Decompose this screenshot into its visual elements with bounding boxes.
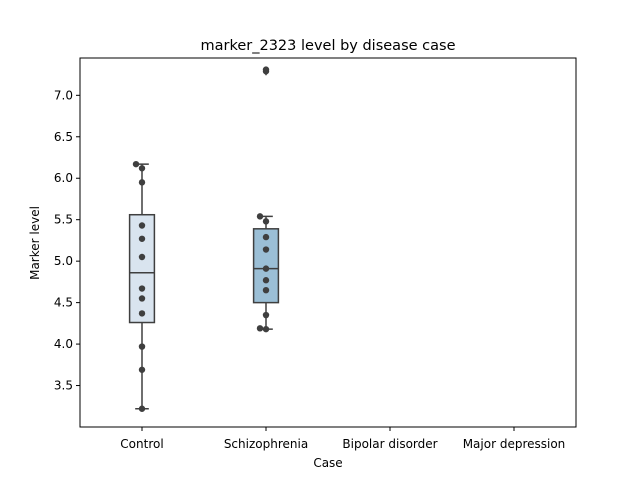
- data-point: [262, 233, 270, 241]
- y-tick-label: 6.0: [54, 171, 73, 185]
- y-tick-label: 3.5: [54, 379, 73, 393]
- data-point: [138, 165, 146, 172]
- data-point: [262, 325, 270, 333]
- data-point: [138, 253, 146, 261]
- x-tick-label: Schizophrenia: [224, 437, 308, 451]
- data-point: [256, 213, 264, 220]
- data-point: [262, 265, 270, 272]
- data-point: [132, 160, 140, 168]
- y-axis-label: Marker level: [28, 206, 42, 280]
- box-iqr: [128, 213, 156, 324]
- data-point: [138, 235, 146, 242]
- data-point: [138, 343, 146, 350]
- y-tick-label: 4.5: [54, 296, 73, 310]
- data-point: [138, 310, 146, 317]
- x-axis-label: Case: [313, 456, 342, 470]
- y-tick-label: 6.5: [54, 130, 73, 144]
- data-point: [262, 66, 270, 73]
- data-point: [138, 179, 146, 186]
- x-tick-label: Major depression: [463, 437, 566, 451]
- x-axis: Control Schizophrenia Bipolar disorder Majo…: [120, 427, 565, 451]
- x-tick-label: Control: [120, 437, 163, 451]
- data-point: [262, 246, 270, 253]
- data-point: [256, 325, 264, 332]
- plot-frame: [79, 57, 577, 428]
- y-tick-label: 4.0: [54, 337, 73, 351]
- y-tick-label: 7.0: [54, 88, 73, 102]
- data-point: [138, 295, 146, 302]
- data-point: [138, 366, 146, 373]
- y-tick-label: 5.5: [54, 213, 73, 227]
- data-point: [262, 311, 270, 319]
- data-point: [138, 405, 146, 412]
- data-point: [138, 285, 146, 292]
- x-tick-label: Bipolar disorder: [342, 437, 437, 451]
- y-axis: 3.5 4.0 4.5 5.0 5.5 6.0 6.5 7.0: [54, 88, 80, 393]
- plot-area: [128, 66, 280, 412]
- data-point: [262, 286, 270, 294]
- chart-title: marker_2323 level by disease case: [201, 38, 456, 54]
- y-tick-label: 5.0: [54, 254, 73, 268]
- box-group-control: [128, 163, 156, 410]
- data-point: [262, 218, 270, 225]
- data-point: [262, 277, 270, 284]
- data-point: [138, 222, 146, 229]
